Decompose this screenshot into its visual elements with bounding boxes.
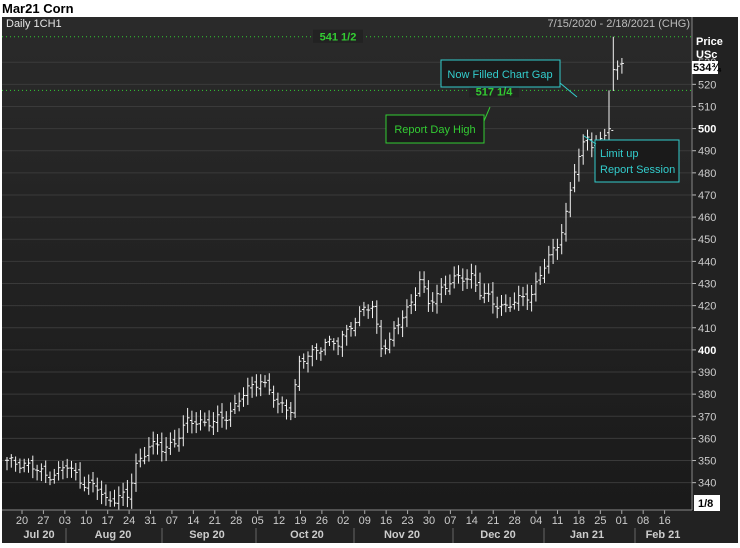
y-tick-label: 510	[698, 101, 716, 113]
grid-lines	[2, 61, 692, 484]
x-tick-label: 10	[80, 515, 92, 527]
y-tick-label: 480	[698, 168, 716, 180]
x-tick-label: 19	[294, 515, 306, 527]
x-tick-label: 25	[594, 515, 606, 527]
x-tick-label: 28	[230, 515, 242, 527]
y-tick-label: 500	[698, 124, 716, 136]
x-tick-label: 02	[337, 515, 349, 527]
x-axis: 20 27 03 10 17 24 31 07 14 21 28 05 12 19 26 02 09 16 23 30…	[2, 509, 692, 543]
annotation-report-leader	[483, 106, 491, 122]
x-tick-label: 12	[273, 515, 285, 527]
x-tick-label: 14	[466, 515, 478, 527]
y-tick-label: 350	[698, 456, 716, 468]
x-tick-label: 16	[658, 515, 670, 527]
annotation-gap-leader	[559, 82, 578, 98]
y-tick-label: 420	[698, 301, 716, 313]
annotation-limit-line1: Limit up	[600, 148, 639, 160]
corner-label: 1/8	[698, 498, 713, 510]
x-tick-label: 07	[166, 515, 178, 527]
month-label: Nov 20	[384, 529, 420, 541]
reference-lines: 541 1/2 517 1/4	[2, 29, 692, 98]
x-tick-label: 30	[423, 515, 435, 527]
month-label: Dec 20	[480, 529, 515, 541]
x-tick-label: 18	[573, 515, 585, 527]
annotation-report-text: Report Day High	[394, 124, 475, 136]
x-tick-label: 20	[16, 515, 28, 527]
x-tick-label: 04	[530, 515, 542, 527]
annotation-limit-leader	[583, 135, 597, 145]
price-bars	[5, 36, 624, 510]
y-tick-label: 410	[698, 323, 716, 335]
chart-panel: 541 1/2 517 1/4 Now Filled Chart Gap Repor…	[2, 17, 738, 543]
y-tick-label: 360	[698, 433, 716, 445]
date-range: 7/15/2020 - 2/18/2021 (CHG)	[548, 18, 690, 30]
annotation-gap-box	[440, 59, 561, 88]
x-tick-label: 05	[251, 515, 263, 527]
y-tick-label: 390	[698, 367, 716, 379]
month-label: Jul 20	[23, 529, 54, 541]
x-tick-label: 09	[359, 515, 371, 527]
x-tick-label: 01	[616, 515, 628, 527]
x-tick-label: 23	[401, 515, 413, 527]
last-price-box	[692, 61, 718, 74]
y-tick-label: 460	[698, 212, 716, 224]
x-tick-label: 07	[444, 515, 456, 527]
month-label: Oct 20	[290, 529, 324, 541]
y-tick-label: 380	[698, 389, 716, 401]
y-tick-label: 520	[698, 79, 716, 91]
x-tick-label: 26	[316, 515, 328, 527]
x-tick-label: 17	[102, 515, 114, 527]
x-tick-label: 11	[552, 515, 563, 527]
annotations: Now Filled Chart Gap Report Day High Limit…	[385, 59, 680, 183]
x-tick-label: 08	[637, 515, 649, 527]
y-tick-label: 400	[698, 345, 716, 357]
y-tick-label: 470	[698, 190, 716, 202]
annotation-limit-box	[594, 139, 680, 183]
month-label: Sep 20	[189, 529, 224, 541]
plot-area	[2, 17, 692, 510]
ref-label-541: 541 1/2	[320, 32, 357, 44]
month-label: Jan 21	[570, 529, 604, 541]
y-tick-label: 450	[698, 234, 716, 246]
x-tick-label: 24	[123, 515, 135, 527]
ref-label-bg	[469, 84, 519, 98]
annotation-report-box	[385, 114, 485, 144]
x-tick-label: 16	[380, 515, 392, 527]
y-axis-unit: USc	[696, 49, 717, 61]
y-axis-label: Price	[696, 36, 723, 48]
symbol-label: Daily 1CH1	[6, 18, 62, 30]
y-tick-label: 430	[698, 278, 716, 290]
price-chart[interactable]: 541 1/2 517 1/4 Now Filled Chart Gap Repor…	[2, 17, 738, 543]
x-tick-label: 27	[37, 515, 49, 527]
month-label: Aug 20	[95, 529, 132, 541]
x-tick-label: 21	[209, 515, 221, 527]
x-tick-label: 21	[487, 515, 499, 527]
ref-label-bg	[313, 29, 363, 43]
y-tick-label: 490	[698, 146, 716, 158]
corner-box[interactable]	[694, 495, 720, 511]
annotation-limit-line2: Report Session	[600, 164, 675, 176]
last-price: 534¾	[693, 62, 721, 74]
annotation-gap-text: Now Filled Chart Gap	[447, 69, 552, 81]
y-tick-label: 340	[698, 478, 716, 490]
x-tick-label: 28	[509, 515, 521, 527]
x-tick-label: 31	[144, 515, 156, 527]
window-title: Mar21 Corn	[2, 1, 74, 16]
y-tick-label: 370	[698, 411, 716, 423]
ref-label-517: 517 1/4	[476, 86, 514, 98]
month-label: Feb 21	[646, 529, 681, 541]
y-tick-label: 440	[698, 256, 716, 268]
x-tick-label: 03	[59, 515, 71, 527]
y-axis: 340 350 360 370 380 390 400 410 420 430 440 450 460 4…	[691, 17, 716, 510]
x-tick-label: 14	[187, 515, 199, 527]
